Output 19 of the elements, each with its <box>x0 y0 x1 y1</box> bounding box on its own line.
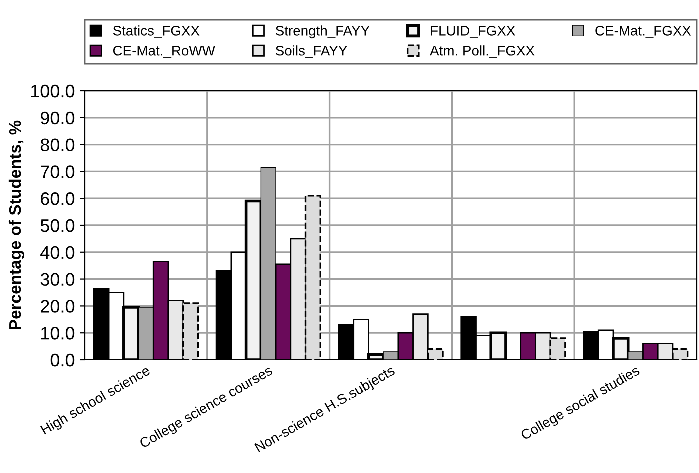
legend-label: FLUID_FGXX <box>431 26 516 38</box>
y-tick-label: 40.0 <box>40 246 75 260</box>
legend-label: Soils_FAYY <box>276 46 348 58</box>
y-tick-label: 70.0 <box>41 166 75 178</box>
legend-label: CE-Mat._FGXX <box>596 26 692 38</box>
y-tick-label: 0.0 <box>50 354 75 367</box>
y-tick-label: 100.0 <box>31 84 75 98</box>
y-tick-label: 90.0 <box>40 112 75 125</box>
legend-label: Strength_FAYY <box>276 26 370 39</box>
legend-label: Statics_FGXX <box>113 26 200 38</box>
y-tick-label: 10.0 <box>42 327 75 340</box>
y-tick-label: 20.0 <box>41 300 75 313</box>
y-axis-title: Percentage of Students, % <box>8 120 25 330</box>
y-tick-label: 80.0 <box>40 138 75 152</box>
legend-label: CE-Mat._RoWW <box>113 46 216 58</box>
y-tick-label: 60.0 <box>41 192 75 206</box>
legend-label: Atm. Poll._FGXX <box>430 46 535 58</box>
y-tick-label: 50.0 <box>40 219 75 232</box>
y-tick-label: 30.0 <box>40 273 75 286</box>
